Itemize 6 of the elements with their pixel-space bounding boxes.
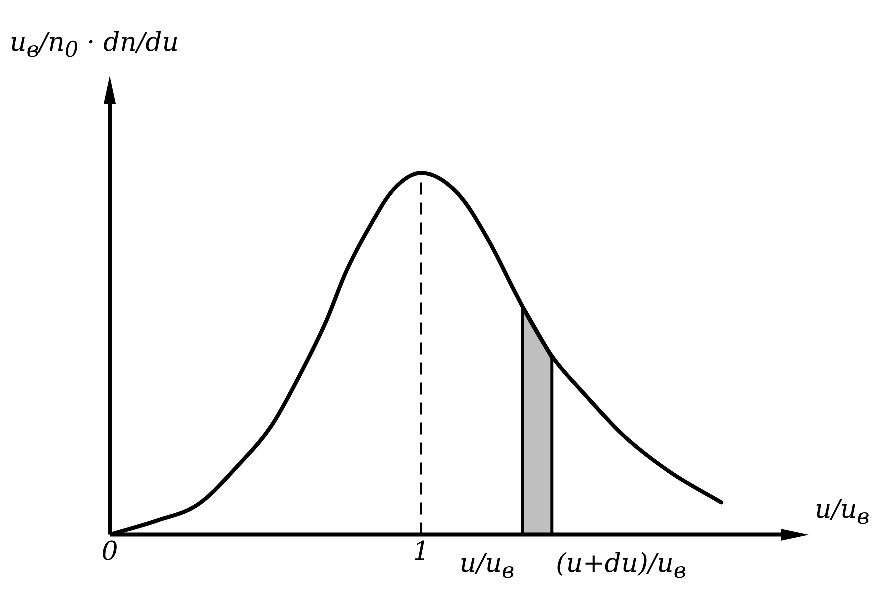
text: (u+du)/u$_{в}$ [556,548,686,584]
text: u/u$_{в}$ [460,548,515,584]
x-axis-title: u/u$_{в}$ [815,494,870,530]
x-tick-label: 1 [413,537,430,568]
x-tick-label: 0 [102,537,118,568]
y-axis-title: u$_{в}$/n$_{0}$ · dn/du [10,28,179,64]
